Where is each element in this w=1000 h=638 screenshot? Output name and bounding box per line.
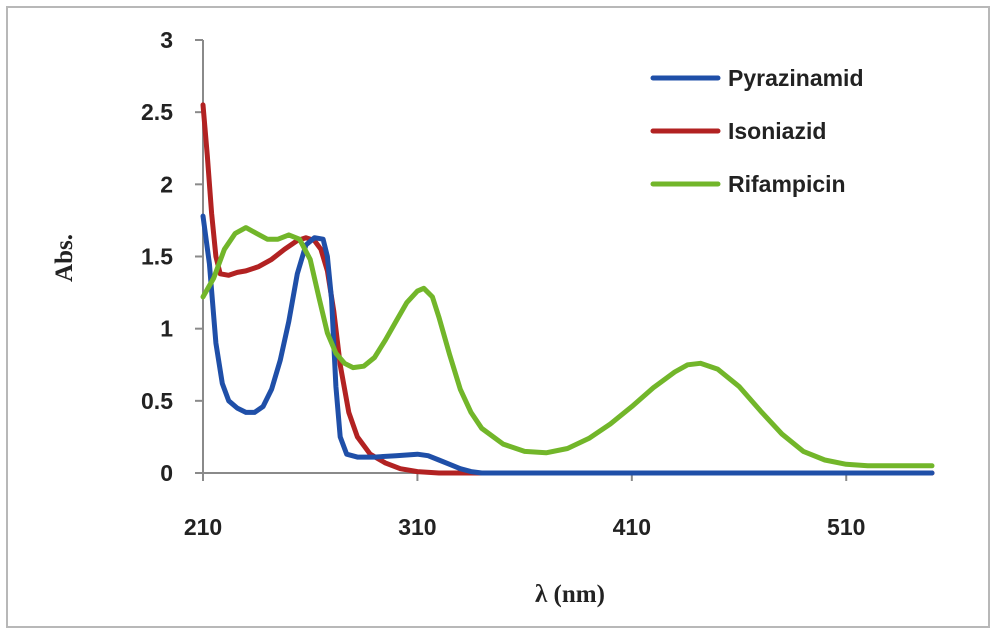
series-layer xyxy=(200,102,935,476)
legend-label-isoniazid: Isoniazid xyxy=(728,118,826,144)
y-axis: 0 0.5 1 1.5 2 2.5 3 xyxy=(141,27,204,486)
y-tick-label: 1.5 xyxy=(141,244,173,270)
series-line-rifampicin xyxy=(200,225,935,469)
series-line-pyrazinamid xyxy=(200,213,935,476)
legend: Pyrazinamid Isoniazid Rifampicin xyxy=(650,65,864,197)
legend-label-pyrazinamid: Pyrazinamid xyxy=(728,65,864,91)
y-tick-label: 0.5 xyxy=(141,388,173,414)
series-line-isoniazid xyxy=(200,102,935,476)
y-axis-title: Abs. xyxy=(51,234,78,282)
x-axis: 210 310 410 510 xyxy=(184,472,932,540)
x-tick-label: 310 xyxy=(398,514,436,540)
x-tick-label: 510 xyxy=(827,514,865,540)
y-tick-label: 1 xyxy=(160,316,173,342)
x-tick-label: 210 xyxy=(184,514,222,540)
x-tick-label: 410 xyxy=(613,514,651,540)
y-tick-label: 2 xyxy=(160,171,173,197)
y-tick-label: 3 xyxy=(160,27,173,53)
legend-label-rifampicin: Rifampicin xyxy=(728,171,846,197)
x-axis-title: λ (nm) xyxy=(535,581,605,608)
y-tick-label: 2.5 xyxy=(141,99,173,125)
y-tick-label: 0 xyxy=(160,460,173,486)
chart-frame xyxy=(6,6,990,628)
